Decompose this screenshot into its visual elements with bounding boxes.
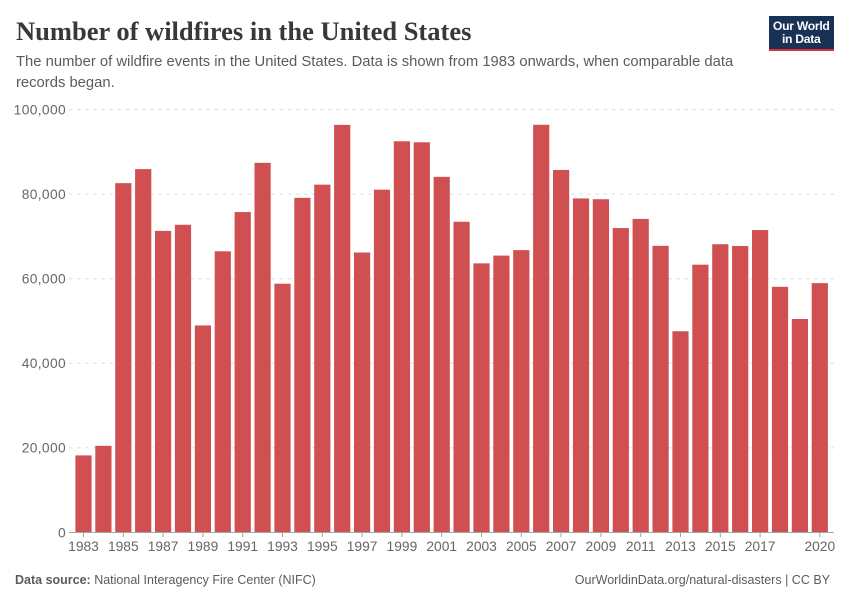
svg-text:1985: 1985 <box>108 539 139 554</box>
svg-text:2013: 2013 <box>665 539 696 554</box>
svg-text:1993: 1993 <box>267 539 298 554</box>
svg-text:1987: 1987 <box>148 539 179 554</box>
svg-text:80,000: 80,000 <box>22 187 66 202</box>
svg-text:1989: 1989 <box>188 539 219 554</box>
svg-text:2009: 2009 <box>586 539 617 554</box>
svg-text:1999: 1999 <box>387 539 418 554</box>
svg-text:2007: 2007 <box>546 539 577 554</box>
svg-text:2015: 2015 <box>705 539 736 554</box>
svg-text:2011: 2011 <box>626 539 656 554</box>
svg-text:2001: 2001 <box>426 539 457 554</box>
svg-text:1995: 1995 <box>307 539 338 554</box>
svg-text:1991: 1991 <box>227 539 258 554</box>
svg-text:0: 0 <box>58 525 66 540</box>
svg-text:1997: 1997 <box>347 539 378 554</box>
svg-text:40,000: 40,000 <box>22 356 66 371</box>
svg-text:20,000: 20,000 <box>22 441 66 456</box>
svg-text:2017: 2017 <box>745 539 776 554</box>
svg-text:100,000: 100,000 <box>14 102 66 117</box>
svg-text:1983: 1983 <box>68 539 99 554</box>
svg-text:60,000: 60,000 <box>22 272 66 287</box>
svg-text:2020: 2020 <box>804 539 835 554</box>
svg-text:2005: 2005 <box>506 539 537 554</box>
svg-text:2003: 2003 <box>466 539 497 554</box>
